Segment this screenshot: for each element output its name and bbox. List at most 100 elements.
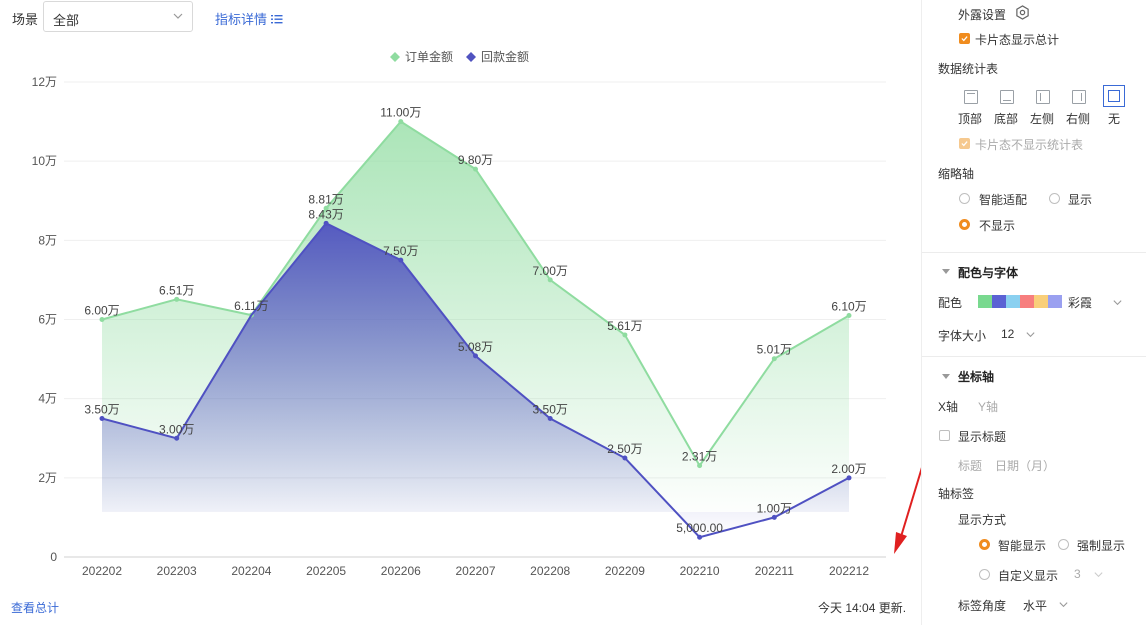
data-label: 2.00万 <box>831 462 866 476</box>
x-tick-label: 202210 <box>680 564 720 578</box>
data-label: 1.00万 <box>757 501 792 515</box>
x-tick-label: 202208 <box>530 564 570 578</box>
data-label: 2.31万 <box>682 450 717 464</box>
update-time: 今天 14:04 更新. <box>818 601 907 615</box>
card-show-total-label: 卡片态显示总计 <box>975 33 1060 47</box>
chevron-down-icon[interactable] <box>1058 599 1069 610</box>
data-point <box>99 415 105 421</box>
data-table-label: 数据统计表 <box>938 62 999 76</box>
y-tick-label: 2万 <box>38 471 57 485</box>
data-label: 6.10万 <box>831 300 866 314</box>
position-none-icon[interactable] <box>1103 85 1125 107</box>
palette-swatch <box>978 295 992 308</box>
view-total-link[interactable]: 查看总计 <box>11 601 60 615</box>
x-tick-label: 202204 <box>231 564 271 578</box>
x-tick-label: 202207 <box>455 564 495 578</box>
palette-swatch <box>1020 295 1034 308</box>
data-point <box>697 534 703 540</box>
mode-smart-radio[interactable] <box>979 539 990 550</box>
palette-swatch <box>1034 295 1048 308</box>
chevron-down-icon[interactable] <box>1112 297 1123 308</box>
legend-marker <box>390 52 400 62</box>
y-tick-label: 12万 <box>32 75 57 89</box>
y-tick-label: 8万 <box>38 233 57 247</box>
metric-details-label: 指标详情 <box>215 12 268 27</box>
x-tick-label: 202203 <box>157 564 197 578</box>
palette-swatch <box>992 295 1006 308</box>
x-axis-tab[interactable]: X轴 <box>938 400 959 414</box>
settings-panel: 外露设置 卡片态显示总计 数据统计表 顶部 底部 左侧 右侧 无 卡片态不显示统… <box>921 0 1146 625</box>
position-none-label: 无 <box>1108 112 1121 126</box>
color-font-section-title: 配色与字体 <box>958 266 1019 280</box>
axis-label-title: 轴标签 <box>938 487 975 501</box>
title-value[interactable]: 日期（月） <box>995 459 1056 473</box>
thumb-axis-label: 缩略轴 <box>938 167 975 181</box>
palette-swatch <box>1006 295 1020 308</box>
metric-details-link[interactable]: 指标详情 <box>215 9 283 28</box>
y-tick-label: 6万 <box>38 313 57 327</box>
data-point <box>771 356 777 362</box>
scene-label: 场景 <box>12 12 39 27</box>
divider <box>922 356 1146 357</box>
data-label: 9.80万 <box>458 153 493 167</box>
y-axis-tab[interactable]: Y轴 <box>978 400 999 414</box>
label-angle-value[interactable]: 水平 <box>1023 599 1048 613</box>
legend-marker <box>466 52 476 62</box>
label-angle-label: 标签角度 <box>958 599 1007 613</box>
data-label: 5.01万 <box>757 343 792 357</box>
chevron-down-icon[interactable] <box>1093 569 1104 580</box>
data-label: 2.50万 <box>607 442 642 456</box>
mode-custom-radio[interactable] <box>979 569 990 580</box>
mode-force-radio[interactable] <box>1058 539 1069 550</box>
data-point <box>323 220 329 226</box>
position-bottom-label: 底部 <box>994 112 1019 126</box>
x-tick-label: 202206 <box>381 564 421 578</box>
data-label: 8.81万 <box>308 192 343 206</box>
card-hide-table-label: 卡片态不显示统计表 <box>975 138 1084 152</box>
font-size-label: 字体大小 <box>938 329 987 343</box>
list-icon <box>271 14 283 23</box>
scene-select[interactable]: 全部 <box>43 1 193 32</box>
chevron-down-icon[interactable] <box>1025 329 1036 340</box>
data-point <box>846 475 852 481</box>
font-size-value[interactable]: 12 <box>1001 327 1015 341</box>
data-point <box>473 166 478 172</box>
y-tick-label: 4万 <box>38 392 57 406</box>
expose-settings-label: 外露设置 <box>958 8 1007 22</box>
data-point <box>547 415 553 421</box>
data-point <box>547 277 553 283</box>
legend-label: 订单金额 <box>405 49 453 64</box>
data-label: 5.08万 <box>458 340 493 354</box>
position-top-label: 顶部 <box>958 112 983 126</box>
custom-count-value[interactable]: 3 <box>1074 567 1081 581</box>
series-area <box>102 223 849 538</box>
display-mode-label: 显示方式 <box>958 513 1007 527</box>
thumb-hide-radio[interactable] <box>959 219 970 230</box>
thumb-show-radio[interactable] <box>1049 193 1060 204</box>
chevron-down-icon <box>173 13 183 19</box>
collapse-triangle-icon[interactable] <box>942 374 950 379</box>
card-show-total-checkbox[interactable] <box>959 33 970 44</box>
gear-icon[interactable] <box>1015 5 1030 20</box>
position-left-icon[interactable] <box>1036 90 1050 104</box>
data-label: 3.50万 <box>533 402 568 416</box>
axis-section-title: 坐标轴 <box>958 370 995 384</box>
collapse-triangle-icon[interactable] <box>942 269 950 274</box>
position-bottom-icon[interactable] <box>1000 90 1014 104</box>
show-title-checkbox[interactable] <box>939 430 950 441</box>
divider <box>922 252 1146 253</box>
position-top-icon[interactable] <box>964 90 978 104</box>
thumb-smart-label: 智能适配 <box>979 193 1028 207</box>
position-left-label: 左侧 <box>1030 112 1055 126</box>
data-point <box>697 463 703 469</box>
y-tick-label: 10万 <box>32 154 57 168</box>
data-label: 7.50万 <box>383 244 418 258</box>
palette-name[interactable]: 彩霞 <box>1068 296 1093 310</box>
data-point <box>622 332 628 338</box>
thumb-smart-radio[interactable] <box>959 193 970 204</box>
position-right-label: 右侧 <box>1066 112 1091 126</box>
position-right-icon[interactable] <box>1072 90 1086 104</box>
data-point <box>622 455 628 461</box>
mode-force-label: 强制显示 <box>1077 539 1126 553</box>
card-hide-table-checkbox[interactable] <box>959 138 970 149</box>
